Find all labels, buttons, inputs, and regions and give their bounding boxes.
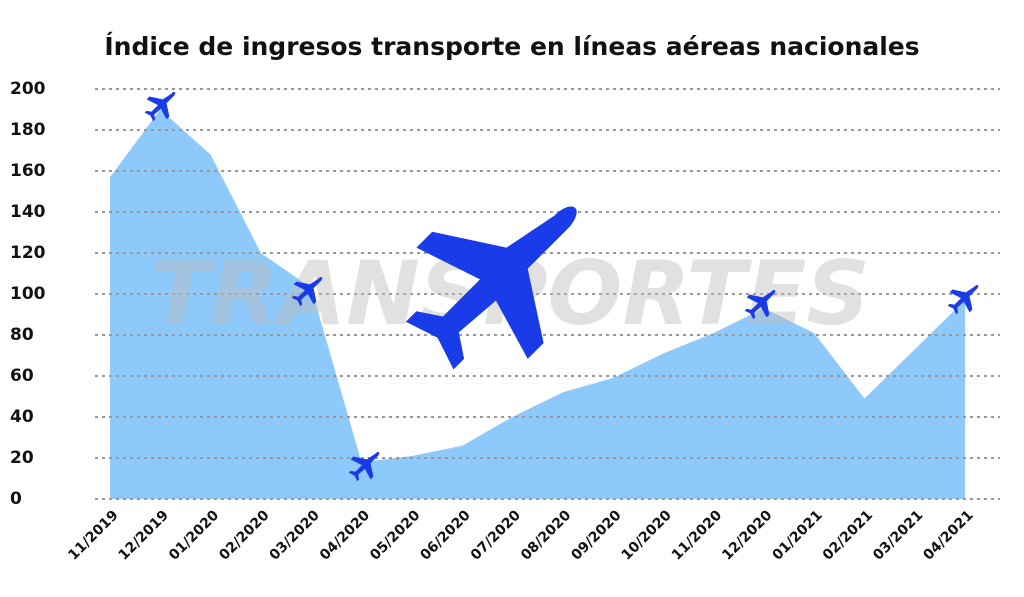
x-tick-label: 11/2020 [669,507,725,563]
x-tick-label: 02/2020 [216,507,272,563]
x-tick-label: 09/2020 [568,507,624,563]
x-tick-label: 05/2020 [367,507,423,563]
y-tick-label: 140 [10,202,46,222]
area [110,109,965,499]
y-tick-label: 100 [10,284,46,304]
chart-title: Índice de ingresos transporte en líneas … [104,32,919,61]
y-tick-label: 20 [10,448,34,468]
y-tick-label: 0 [10,489,22,509]
y-tick-label: 60 [10,366,34,386]
y-tick-label: 160 [10,161,46,181]
x-tick-label: 02/2021 [820,507,876,563]
x-tick-label: 03/2021 [870,507,926,563]
x-tick-label: 06/2020 [417,507,473,563]
x-tick-label: 10/2020 [619,507,675,563]
y-tick-label: 200 [10,79,46,99]
x-tick-label: 11/2019 [65,507,121,563]
x-tick-label: 08/2020 [518,507,574,563]
x-tick-label: 07/2020 [468,507,524,563]
y-tick-label: 40 [10,407,34,427]
y-tick-label: 80 [10,325,34,345]
x-tick-label: 03/2020 [267,507,323,563]
x-tick-label: 12/2019 [116,507,172,563]
x-tick-label: 12/2020 [719,507,775,563]
x-tick-label: 04/2021 [920,507,976,563]
x-tick-label: 01/2020 [166,507,222,563]
y-tick-label: 120 [10,243,46,263]
x-tick-label: 04/2020 [317,507,373,563]
y-tick-label: 180 [10,120,46,140]
x-tick-label: 01/2021 [770,507,826,563]
